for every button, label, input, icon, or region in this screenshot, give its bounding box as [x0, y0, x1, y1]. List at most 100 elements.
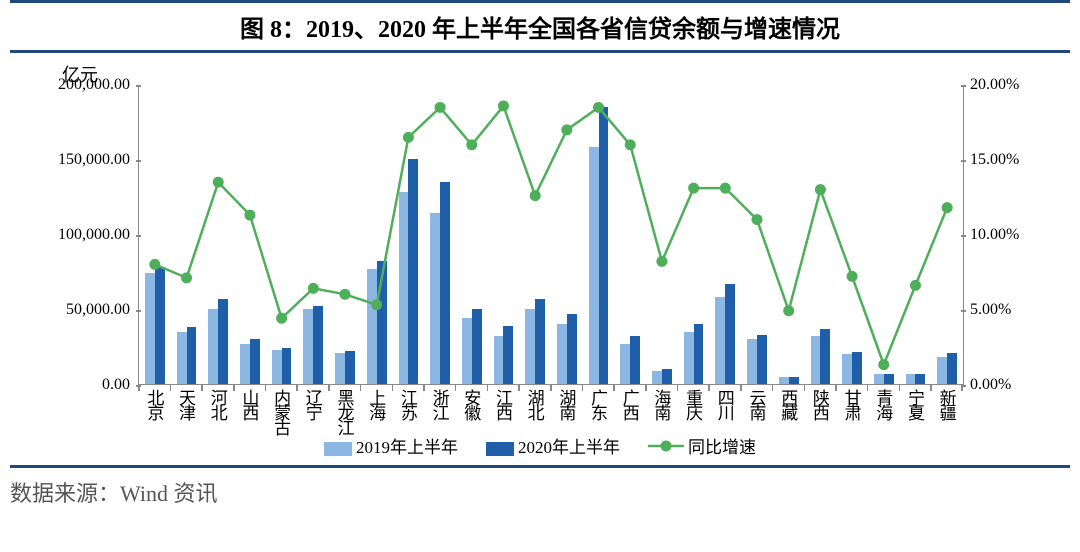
growth-marker [308, 283, 319, 294]
growth-marker [910, 280, 921, 291]
x-tick-mark [265, 385, 267, 391]
x-category-label: 内蒙古 [268, 389, 293, 434]
y-left-tick-mark [136, 160, 141, 162]
marker-growth [648, 439, 684, 453]
y-right-tick: 5.00% [970, 301, 1050, 319]
swatch-2020 [486, 442, 514, 456]
x-category-label: 四川 [712, 389, 737, 419]
x-tick-mark [899, 385, 901, 391]
x-category-label: 浙江 [427, 389, 452, 419]
x-category-label: 广西 [617, 389, 642, 419]
legend-item-growth: 同比增速 [648, 433, 756, 458]
x-tick-mark [423, 385, 425, 391]
growth-path [155, 106, 947, 365]
x-tick-mark [170, 385, 172, 391]
x-category-label: 广东 [585, 389, 610, 419]
x-tick-mark [804, 385, 806, 391]
growth-marker [752, 214, 763, 225]
growth-marker [656, 256, 667, 267]
x-axis: 北京天津河北山西内蒙古辽宁黑龙江上海江苏浙江安徽江西湖北湖南广东广西海南重庆四川… [138, 385, 964, 429]
growth-marker [847, 271, 858, 282]
y-left-tick: 100,000.00 [30, 226, 130, 244]
y-right-tick-mark [961, 235, 966, 237]
growth-marker [149, 259, 160, 270]
x-category-label: 海南 [648, 389, 673, 419]
legend: 2019年上半年 2020年上半年 同比增速 [30, 433, 1050, 458]
x-tick-mark [772, 385, 774, 391]
y-right-tick-mark [961, 160, 966, 162]
x-tick-mark [677, 385, 679, 391]
x-tick-mark [582, 385, 584, 391]
x-category-label: 新疆 [934, 389, 959, 419]
growth-marker [688, 183, 699, 194]
x-tick-mark [487, 385, 489, 391]
x-tick-mark [867, 385, 869, 391]
growth-line [139, 85, 963, 384]
x-category-label: 甘肃 [839, 389, 864, 419]
x-category-label: 湖北 [522, 389, 547, 419]
x-category-label: 山西 [236, 389, 261, 419]
x-category-label: 青海 [870, 389, 895, 419]
growth-marker [276, 313, 287, 324]
growth-marker [561, 124, 572, 135]
x-category-label: 陕西 [807, 389, 832, 419]
data-source: 数据来源：Wind 资讯 [10, 476, 1070, 508]
growth-marker [403, 132, 414, 143]
legend-item-2020: 2020年上半年 [486, 433, 620, 458]
y-left-tick: 0.00 [30, 376, 130, 394]
growth-marker [878, 359, 889, 370]
x-tick-mark [961, 385, 963, 391]
bottom-rule [10, 465, 1070, 468]
legend-item-2019: 2019年上半年 [324, 433, 458, 458]
x-tick-mark [201, 385, 203, 391]
x-category-label: 西藏 [775, 389, 800, 419]
x-category-label: 宁夏 [902, 389, 927, 419]
x-category-label: 辽宁 [300, 389, 325, 419]
swatch-2019 [324, 442, 352, 456]
y-left-tick: 200,000.00 [30, 76, 130, 94]
legend-label-2020: 2020年上半年 [518, 438, 620, 457]
growth-marker [498, 100, 509, 111]
x-tick-mark [708, 385, 710, 391]
x-category-label: 北京 [141, 389, 166, 419]
growth-marker [783, 305, 794, 316]
growth-marker [593, 102, 604, 113]
x-tick-mark [550, 385, 552, 391]
y-left-tick: 50,000.00 [30, 301, 130, 319]
y-left-tick-mark [136, 235, 141, 237]
y-right-tick: 0.00% [970, 376, 1050, 394]
x-category-label: 江苏 [395, 389, 420, 419]
growth-marker [435, 102, 446, 113]
x-tick-mark [518, 385, 520, 391]
x-tick-mark [328, 385, 330, 391]
y-left-tick: 150,000.00 [30, 151, 130, 169]
x-category-label: 重庆 [680, 389, 705, 419]
legend-label-growth: 同比增速 [688, 438, 756, 457]
growth-marker [720, 183, 731, 194]
x-tick-mark [233, 385, 235, 391]
growth-marker [466, 139, 477, 150]
y-right-tick-mark [961, 85, 966, 87]
x-tick-mark [455, 385, 457, 391]
y-right-tick: 20.00% [970, 76, 1050, 94]
x-tick-mark [392, 385, 394, 391]
x-category-label: 河北 [205, 389, 230, 419]
growth-marker [371, 299, 382, 310]
y-left-tick-mark [136, 85, 141, 87]
plot-area [138, 85, 964, 385]
x-category-label: 湖南 [553, 389, 578, 419]
growth-marker [340, 289, 351, 300]
y-right-tick: 10.00% [970, 226, 1050, 244]
x-category-label: 安徽 [458, 389, 483, 419]
x-category-label: 天津 [173, 389, 198, 419]
x-category-label: 江西 [490, 389, 515, 419]
x-tick-mark [360, 385, 362, 391]
growth-marker [213, 177, 224, 188]
y-left-tick-mark [136, 310, 141, 312]
mid-rule [10, 50, 1070, 53]
x-category-label: 上海 [363, 389, 388, 419]
chart-title: 图 8：2019、2020 年上半年全国各省信贷余额与增速情况 [0, 3, 1080, 46]
legend-label-2019: 2019年上半年 [356, 438, 458, 457]
x-category-label: 黑龙江 [332, 389, 357, 434]
chart-area: 亿元 0.0050,000.00100,000.00150,000.00200,… [30, 67, 1050, 457]
